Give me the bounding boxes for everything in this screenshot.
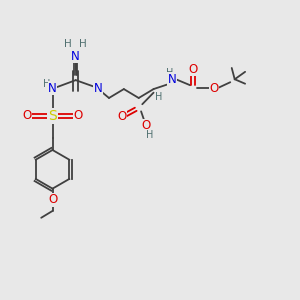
Text: N: N bbox=[71, 50, 80, 63]
Text: O: O bbox=[48, 194, 57, 206]
Text: H: H bbox=[155, 92, 163, 102]
Text: N: N bbox=[168, 73, 177, 86]
Text: H: H bbox=[146, 130, 154, 140]
Text: O: O bbox=[74, 109, 83, 122]
Text: O: O bbox=[188, 63, 198, 76]
Text: H: H bbox=[64, 40, 72, 50]
Text: H: H bbox=[166, 68, 174, 78]
Text: O: O bbox=[22, 109, 31, 122]
Text: O: O bbox=[142, 119, 151, 132]
Text: H: H bbox=[43, 79, 50, 89]
Text: S: S bbox=[48, 109, 57, 123]
Text: N: N bbox=[94, 82, 102, 95]
Text: H: H bbox=[79, 40, 87, 50]
Text: N: N bbox=[48, 82, 57, 95]
Text: O: O bbox=[117, 110, 126, 123]
Text: O: O bbox=[209, 82, 218, 95]
